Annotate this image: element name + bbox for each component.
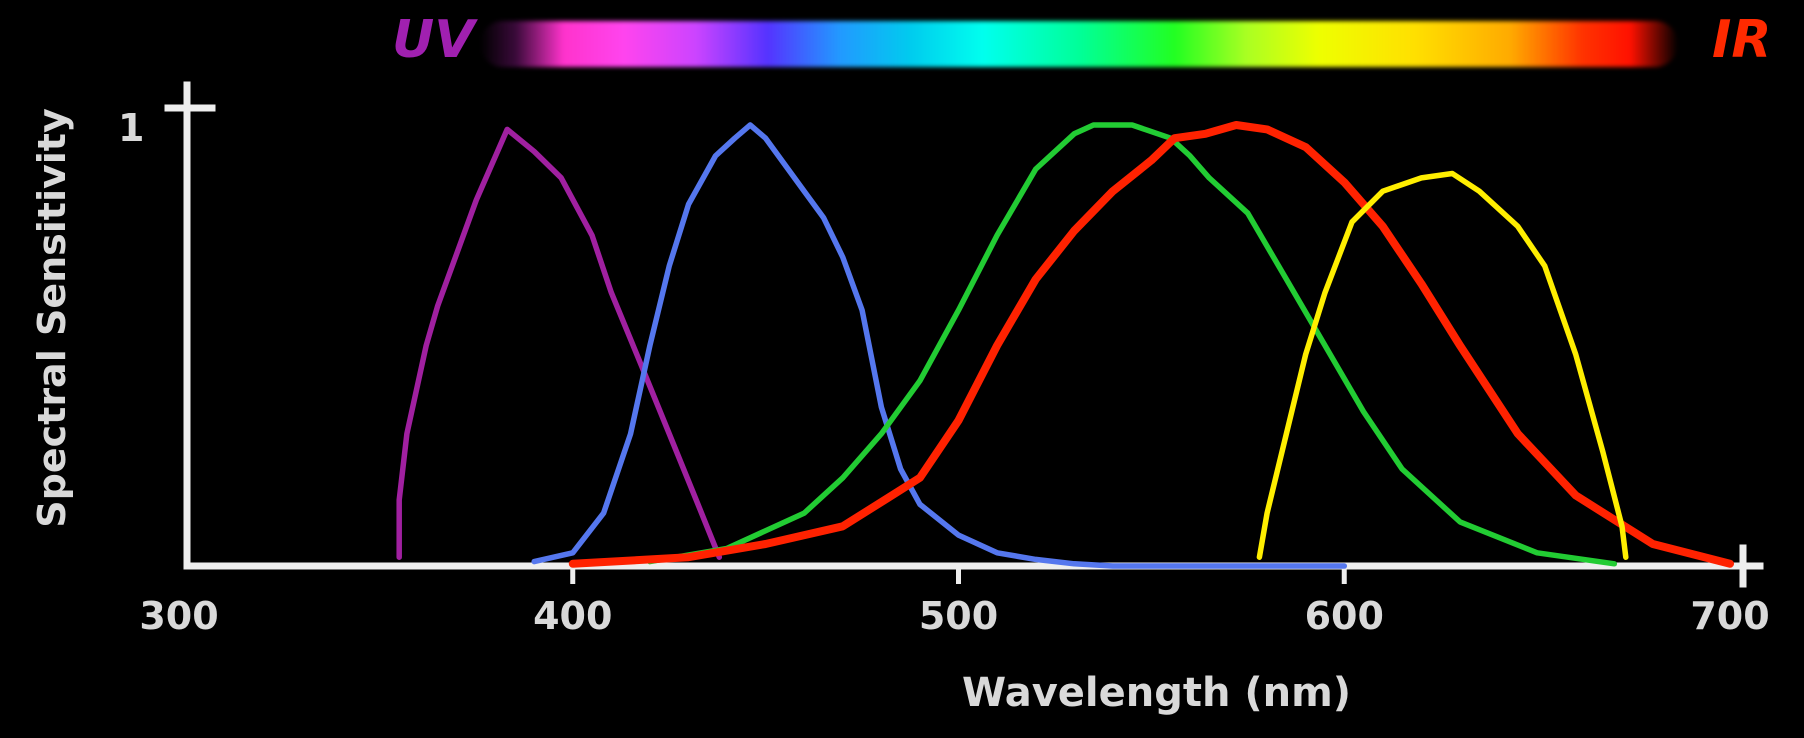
series-line (568, 121, 1734, 568)
x-tick-label: 300 (139, 594, 219, 638)
x-tick-label: 700 (1690, 594, 1770, 638)
y-tick-label: 1 (118, 106, 145, 150)
y-axis-label: Spectral Sensitivity (30, 108, 74, 528)
x-axis-label: Wavelength (nm) (962, 670, 1352, 716)
series-line (1256, 170, 1629, 560)
series-line (647, 122, 1618, 567)
uv-label: UV (392, 10, 475, 70)
ir-label: IR (1712, 10, 1772, 70)
chart-axes (164, 81, 1764, 588)
series-layer (396, 121, 1734, 569)
x-tick-label: 500 (918, 594, 999, 638)
series-line (531, 122, 1348, 569)
x-tick-label: 600 (1304, 594, 1384, 638)
x-tick-label: 400 (533, 594, 613, 638)
visible-spectrum-bar (480, 21, 1678, 67)
series-line (396, 126, 723, 560)
